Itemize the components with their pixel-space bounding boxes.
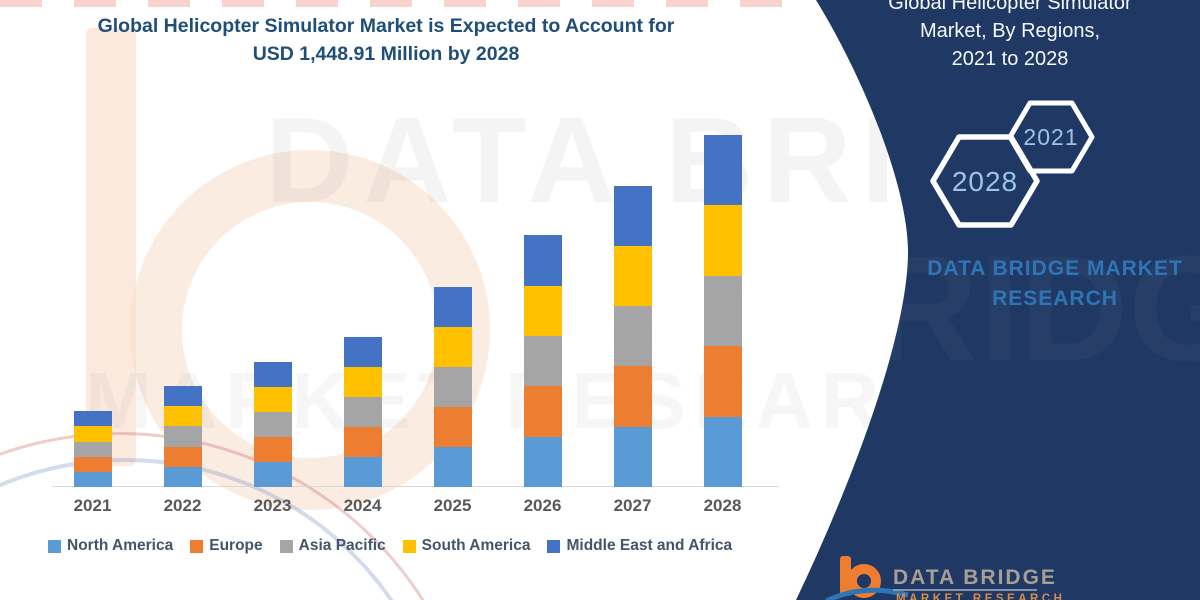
x-axis-label-2028: 2028 — [703, 496, 742, 515]
legend-label: Middle East and Africa — [566, 537, 733, 554]
chart-title-line2: USD 1,448.91 Million by 2028 — [252, 43, 520, 65]
bar-segment-2024-asia-pacific — [343, 396, 382, 427]
chart-title: Global Helicopter Simulator Market is Ex… — [30, 12, 742, 68]
legend-item-south-america: South America — [402, 537, 531, 555]
legend-swatch-icon — [48, 539, 61, 553]
chart-title-line1: Global Helicopter Simulator Market is Ex… — [97, 15, 675, 37]
bar-segment-2024-middle-east-and-africa — [343, 336, 382, 367]
bar-segment-2026-asia-pacific — [523, 335, 562, 387]
x-axis-label-2021: 2021 — [73, 496, 112, 515]
bar-segment-2026-south-america — [523, 285, 562, 336]
legend-label: South America — [421, 537, 531, 554]
sidebar-title: Global Helicopter Simulator Market, By R… — [840, 0, 1180, 73]
sidebar-title-line2: Market, By Regions, — [919, 20, 1101, 42]
bar-segment-2023-asia-pacific — [253, 411, 292, 437]
x-axis-label-2027: 2027 — [613, 496, 652, 515]
bar-segment-2027-asia-pacific — [613, 306, 652, 367]
brand-line2: RESEARCH — [992, 287, 1118, 310]
sidebar-title-line3: 2021 to 2028 — [951, 48, 1069, 70]
bar-segment-2028-north-america — [703, 416, 742, 487]
databridge-logo-icon — [824, 556, 909, 600]
bar-segment-2026-north-america — [523, 436, 562, 487]
stacked-bar-2027 — [613, 185, 652, 487]
sidebar-title-line1: Global Helicopter Simulator — [888, 0, 1132, 14]
hexagon-2028-label: 2028 — [952, 166, 1018, 197]
legend-swatch-icon — [547, 539, 561, 553]
hexagon-2028-icon — [930, 134, 1040, 228]
bar-segment-2023-middle-east-and-africa — [253, 361, 292, 387]
bar-segment-2021-north-america — [73, 471, 112, 487]
chart-legend: North America Europe Asia Pacific South Ame… — [48, 537, 732, 555]
bar-segment-2028-south-america — [703, 205, 742, 276]
sidebar-brand-name: DATA BRIDGE MARKET RESEARCH — [915, 254, 1195, 314]
bar-segment-2027-europe — [613, 366, 652, 427]
legend-label: Europe — [209, 537, 263, 554]
bar-segment-2028-asia-pacific — [703, 275, 742, 347]
legend-swatch-icon — [402, 539, 416, 553]
legend-swatch-icon — [279, 539, 293, 553]
footer-logo-name: DATA BRIDGE — [893, 566, 1057, 589]
bar-segment-2027-middle-east-and-africa — [613, 185, 652, 246]
legend-swatch-icon — [190, 539, 204, 553]
hexagon-2021-icon — [1007, 100, 1095, 174]
sidebar-background — [796, 0, 1200, 600]
bar-segment-2024-europe — [343, 426, 382, 457]
x-axis-label-2026: 2026 — [523, 496, 562, 515]
bar-segment-2023-south-america — [253, 386, 292, 412]
bar-segment-2028-europe — [703, 346, 742, 417]
legend-item-north-america: North America — [48, 537, 173, 555]
bar-segment-2023-europe — [253, 436, 292, 462]
legend-item-middle-east-and-africa: Middle East and Africa — [547, 537, 732, 555]
footer-logo-underline — [893, 589, 1037, 591]
bar-segment-2024-south-america — [343, 366, 382, 397]
brand-line1: DATA BRIDGE MARKET — [927, 257, 1183, 280]
bar-segment-2027-south-america — [613, 245, 652, 307]
legend-label: North America — [67, 537, 174, 554]
hexagon-2021-label: 2021 — [1023, 124, 1078, 150]
bar-segment-2027-north-america — [613, 426, 652, 487]
stacked-bar-2028 — [703, 135, 742, 487]
bar-segment-2026-europe — [523, 386, 562, 437]
stacked-bar-2026 — [523, 235, 562, 487]
legend-item-asia-pacific: Asia Pacific — [279, 537, 386, 555]
legend-label: Asia Pacific — [298, 537, 386, 554]
footer-logo-subtitle: MARKET RESEARCH — [896, 593, 1066, 600]
bar-segment-2026-middle-east-and-africa — [523, 235, 562, 286]
bar-segment-2028-middle-east-and-africa — [703, 135, 742, 206]
legend-item-europe: Europe — [190, 537, 263, 555]
